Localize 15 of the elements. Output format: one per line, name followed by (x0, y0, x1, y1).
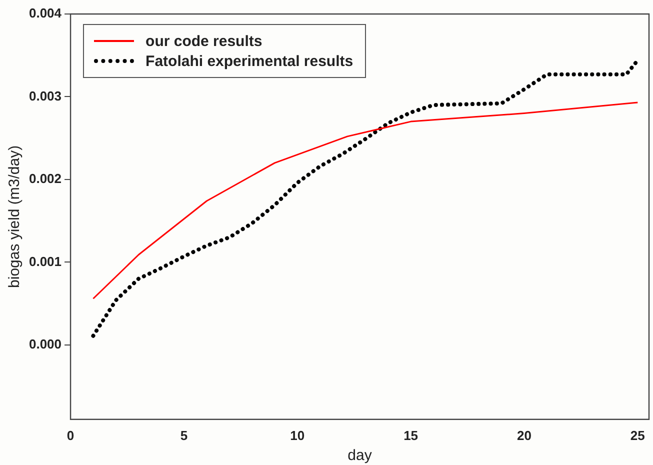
y-tick-label: 0.003 (28, 88, 62, 104)
x-tick-label: 10 (290, 428, 305, 443)
y-tick-label: 0.004 (28, 6, 62, 21)
x-tick-label: 20 (517, 428, 532, 443)
x-tick-label: 5 (180, 428, 188, 443)
x-tick-label: 25 (630, 428, 645, 443)
x-tick-label: 15 (404, 428, 418, 443)
y-tick-label: 0.002 (28, 171, 62, 186)
x-tick-label: 0 (66, 428, 74, 443)
x-axis-title: day (348, 447, 372, 464)
y-tick-label: 0.001 (28, 254, 62, 269)
y-tick-label: 0.000 (28, 336, 62, 352)
legend-label: Fatolahi experimental results (146, 52, 354, 70)
y-axis-title: biogas yield (m3/day) (6, 145, 24, 288)
legend-label: our code results (146, 32, 262, 50)
